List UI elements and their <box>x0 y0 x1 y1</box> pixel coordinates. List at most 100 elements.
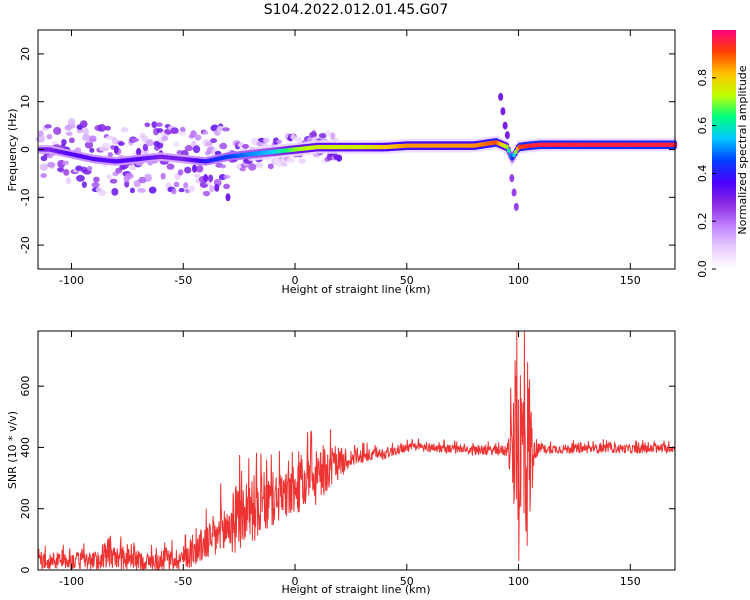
spectrogram-noise-blob <box>210 138 218 144</box>
spectrogram-branch-point <box>214 183 220 192</box>
spectrogram-branch-point <box>504 131 510 140</box>
spectrogram-noise-blob <box>111 187 119 196</box>
spectrogram-noise-blob <box>89 147 95 153</box>
spectrogram-branch-point <box>191 164 197 173</box>
spectrogram-noise-blob <box>106 174 112 180</box>
colorbar-tick-label: 0.0 <box>696 260 709 278</box>
spectrogram-noise-blob <box>209 184 215 193</box>
x-tick-label: -100 <box>59 575 84 588</box>
snr-y-axis-label: SNR (10 * v/v) <box>6 411 19 489</box>
y-tick-label: 600 <box>19 376 32 397</box>
figure-title: S104.2022.012.01.45.G07 <box>264 2 449 18</box>
spectrogram-x-axis-label: Height of straight line (km) <box>281 283 430 296</box>
spectrogram-noise-blob <box>53 126 62 135</box>
spectrogram-noise-blob <box>223 174 231 179</box>
spectrogram-noise-blob <box>318 132 327 139</box>
spectrogram-noise-blob <box>220 164 227 169</box>
snr-frame <box>37 330 676 571</box>
spectrogram-noise-blob <box>84 141 94 149</box>
spectrogram-noise-blob <box>151 121 158 128</box>
spectrogram-y-axis-label: Frequency (Hz) <box>6 109 19 192</box>
spectrogram-noise-blob <box>93 176 100 183</box>
spectrogram-noise-blob <box>44 124 52 129</box>
spectrogram-ridge-core <box>512 152 516 158</box>
spectrogram-noise-blob <box>202 190 211 197</box>
spectrogram-noise-blob <box>86 165 93 172</box>
snr-panel: -100 -50 0 50 100 150 0 200 400 600 Height of st… <box>6 330 676 596</box>
spectrogram-noise-blob <box>137 187 146 193</box>
spectrogram-branch-point <box>500 107 506 116</box>
y-tick-label: -10 <box>19 188 32 206</box>
spectrogram-ridge-core <box>514 149 518 155</box>
spectrogram-noise-blob <box>161 135 169 142</box>
spectrogram-marks <box>36 92 678 211</box>
spectrogram-noise-blob <box>40 155 48 162</box>
spectrogram-noise-blob <box>63 169 70 176</box>
spectrogram-branch-point <box>509 174 515 183</box>
spectrogram-noise-blob <box>104 125 111 131</box>
spectrogram-ridge-core <box>505 144 509 150</box>
spectrogram-noise-blob <box>133 179 141 188</box>
spectrogram-noise-blob <box>65 177 72 185</box>
spectrogram-noise-blob <box>82 127 89 136</box>
x-tick-label: 50 <box>400 575 414 588</box>
spectrogram-noise-blob <box>124 173 134 180</box>
spectrogram-noise-blob <box>117 141 125 146</box>
spectrogram-noise-blob <box>256 141 264 147</box>
spectrogram-noise-blob <box>192 145 201 154</box>
colorbar-label: Normalized spectral amplitude <box>736 65 749 234</box>
spectrogram-noise-blob <box>76 174 85 182</box>
spectrogram-noise-blob <box>61 138 67 146</box>
spectrogram-noise-blob <box>98 189 107 197</box>
spectrogram-noise-blob <box>148 186 157 194</box>
spectrogram-noise-blob <box>190 130 197 138</box>
spectrogram-noise-blob <box>336 154 343 162</box>
spectrogram-noise-blob <box>216 125 225 133</box>
spectrogram-noise-blob <box>207 174 214 183</box>
y-tick-label: 400 <box>19 437 32 458</box>
spectrogram-noise-blob <box>81 181 87 188</box>
spectrogram-noise-blob <box>129 187 135 194</box>
colorbar-ticks: 0.0 0.2 0.4 0.6 0.8 <box>696 69 716 278</box>
x-tick-label: 100 <box>508 575 529 588</box>
x-tick-label: 50 <box>400 274 414 287</box>
spectrogram-y-ticks: -20 -10 0 10 20 <box>19 47 675 254</box>
colorbar-tick-label: 0.4 <box>696 165 709 183</box>
spectrogram-noise-blob <box>309 131 318 138</box>
spectrogram-noise-blob <box>111 137 118 145</box>
spectrogram-noise-blob <box>177 169 184 176</box>
spectrogram-noise-blob <box>79 120 88 128</box>
spectrogram-noise-blob <box>130 137 140 142</box>
spectrogram-noise-blob <box>194 134 202 141</box>
snr-x-axis-label: Height of straight line (km) <box>281 583 430 596</box>
spectrogram-noise-blob <box>40 172 47 179</box>
spectrogram-noise-blob <box>155 122 163 127</box>
spectrogram-noise-blob <box>160 172 166 180</box>
spectrogram-noise-blob <box>144 122 151 128</box>
y-tick-label: 0 <box>19 567 32 574</box>
snr-series-line <box>37 330 676 572</box>
x-tick-label: -100 <box>59 274 84 287</box>
spectrogram-noise-blob <box>184 166 192 174</box>
spectrogram-branch-point <box>502 121 508 130</box>
spectrogram-noise-blob <box>325 129 332 137</box>
spectrogram-noise-blob <box>248 163 257 171</box>
spectrogram-noise-blob <box>183 182 189 189</box>
spectrogram-noise-blob <box>46 154 54 159</box>
spectrogram-noise-blob <box>120 127 129 133</box>
colorbar-tick-label: 0.8 <box>696 69 709 87</box>
spectrogram-noise-blob <box>97 123 106 132</box>
spectrogram-noise-blob <box>188 185 195 193</box>
spectrogram-noise-blob <box>105 135 115 140</box>
spectrogram-noise-blob <box>202 130 209 135</box>
colorbar-tick-label: 0.2 <box>696 212 709 230</box>
spectrogram-noise-blob <box>46 133 53 140</box>
spectrogram-noise-blob <box>262 137 270 144</box>
spectrogram-branch-point <box>113 145 119 154</box>
x-tick-label: 150 <box>620 575 641 588</box>
spectrogram-noise-blob <box>178 188 185 193</box>
spectrogram-noise-blob <box>57 167 64 172</box>
spectrogram-noise-blob <box>39 163 49 172</box>
x-tick-label: -50 <box>174 274 192 287</box>
